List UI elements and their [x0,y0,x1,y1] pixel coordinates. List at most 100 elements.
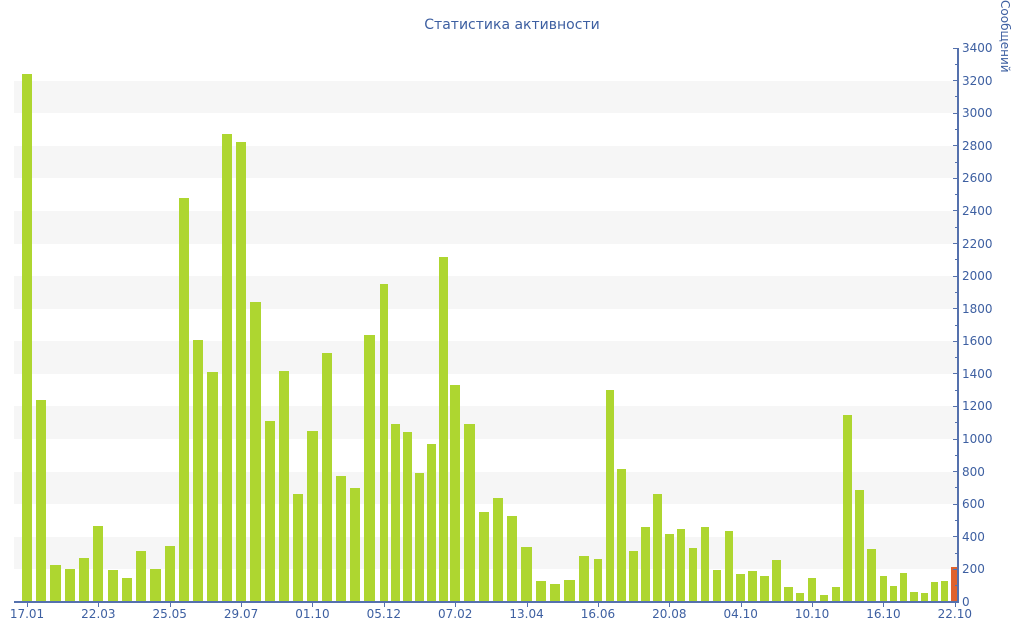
x-axis-tick [740,603,742,607]
x-axis-tick [98,603,100,607]
activity-bar[interactable] [900,572,908,602]
activity-bar[interactable] [178,197,190,602]
x-axis-tick [597,603,599,607]
activity-bar[interactable] [321,352,332,602]
activity-bar[interactable] [772,559,781,602]
y-axis-tick [953,80,958,82]
y-axis-tick [955,389,958,391]
y-axis-title: Сообщений [998,0,1012,73]
activity-bar[interactable] [783,587,793,602]
activity-bar[interactable] [450,385,461,602]
activity-bar[interactable] [335,475,347,602]
activity-bar[interactable] [391,424,401,602]
y-axis-label: 3400 [962,41,993,55]
x-axis-label: 10.10 [794,607,830,621]
activity-bar[interactable] [264,421,275,602]
activity-bar[interactable] [507,516,518,602]
activity-bar[interactable] [831,587,841,602]
activity-bar[interactable] [364,334,375,602]
x-axis-tick [455,603,457,607]
activity-bar[interactable] [665,533,674,602]
activity-bar[interactable] [164,545,175,602]
activity-bar[interactable] [107,570,118,602]
activity-bar[interactable] [521,546,532,602]
activity-bar[interactable] [676,528,686,602]
activity-bar[interactable] [293,494,304,602]
activity-bar[interactable] [64,568,75,602]
activity-bar[interactable] [150,569,161,602]
activity-bar[interactable] [492,497,504,602]
y-axis-tick [955,194,958,196]
y-axis-tick [955,324,958,326]
activity-bar[interactable] [379,284,389,602]
x-axis-tick [312,603,314,607]
activity-bar[interactable] [193,339,204,602]
activity-bar[interactable] [278,370,290,602]
activity-bar[interactable] [760,575,769,602]
activity-bar[interactable] [653,494,662,602]
activity-bar[interactable] [93,526,104,602]
y-axis-tick [953,210,958,212]
activity-bar[interactable] [910,592,918,602]
activity-bar[interactable] [940,580,949,602]
activity-bar-current[interactable] [951,566,959,602]
activity-bar[interactable] [464,424,475,602]
activity-bar[interactable] [748,571,757,602]
y-axis-label: 2800 [962,138,993,153]
activity-bar[interactable] [617,469,627,602]
activity-bar[interactable] [207,372,218,602]
activity-bar[interactable] [221,134,232,602]
y-axis-label: 3200 [962,73,993,88]
activity-bar[interactable] [855,489,864,602]
activity-bar[interactable] [578,556,589,602]
activity-bar[interactable] [549,584,561,602]
activity-bar[interactable] [724,531,734,602]
activity-bar[interactable] [350,487,361,602]
activity-bar[interactable] [535,580,546,602]
activity-bar[interactable] [439,256,448,602]
activity-bar[interactable] [879,575,888,602]
activity-bar[interactable] [807,578,817,602]
activity-bar[interactable] [427,443,436,602]
y-axis-label: 200 [962,562,985,577]
activity-bar[interactable] [415,473,424,602]
activity-bar[interactable] [867,549,876,602]
activity-bar[interactable] [819,594,829,602]
activity-bar[interactable] [50,564,61,602]
y-axis-line [957,48,959,603]
activity-bar[interactable] [250,302,261,602]
y-axis-label: 1400 [962,366,993,381]
activity-bar[interactable] [700,527,710,602]
activity-bar[interactable] [889,585,898,602]
y-axis-tick [953,471,958,473]
activity-bar[interactable] [403,431,412,602]
y-axis-label: 1600 [962,334,993,349]
activity-bar[interactable] [605,390,615,602]
activity-bar[interactable] [564,580,575,602]
y-axis-tick [953,308,958,310]
activity-bar[interactable] [795,593,805,602]
activity-bar[interactable] [843,414,853,602]
activity-bar[interactable] [478,512,489,602]
y-axis-tick [953,275,958,277]
activity-bar[interactable] [235,141,247,602]
x-axis-tick [27,603,28,607]
activity-bar[interactable] [36,399,47,602]
activity-bar[interactable] [712,570,722,602]
activity-bar[interactable] [629,550,638,602]
activity-bar[interactable] [121,577,133,602]
activity-bar[interactable] [930,582,939,602]
activity-bar[interactable] [641,527,650,602]
activity-bar[interactable] [920,593,928,602]
x-axis-label: 22.03 [81,607,116,621]
activity-bar[interactable] [307,430,318,602]
y-axis-tick [953,568,958,570]
activity-bar[interactable] [736,574,745,602]
y-axis-tick [955,226,958,228]
activity-bar[interactable] [21,74,33,602]
y-axis-label: 2400 [962,203,993,218]
activity-bar[interactable] [136,550,147,602]
activity-bar[interactable] [78,558,90,602]
activity-bar[interactable] [688,548,698,602]
activity-bar[interactable] [593,558,603,602]
